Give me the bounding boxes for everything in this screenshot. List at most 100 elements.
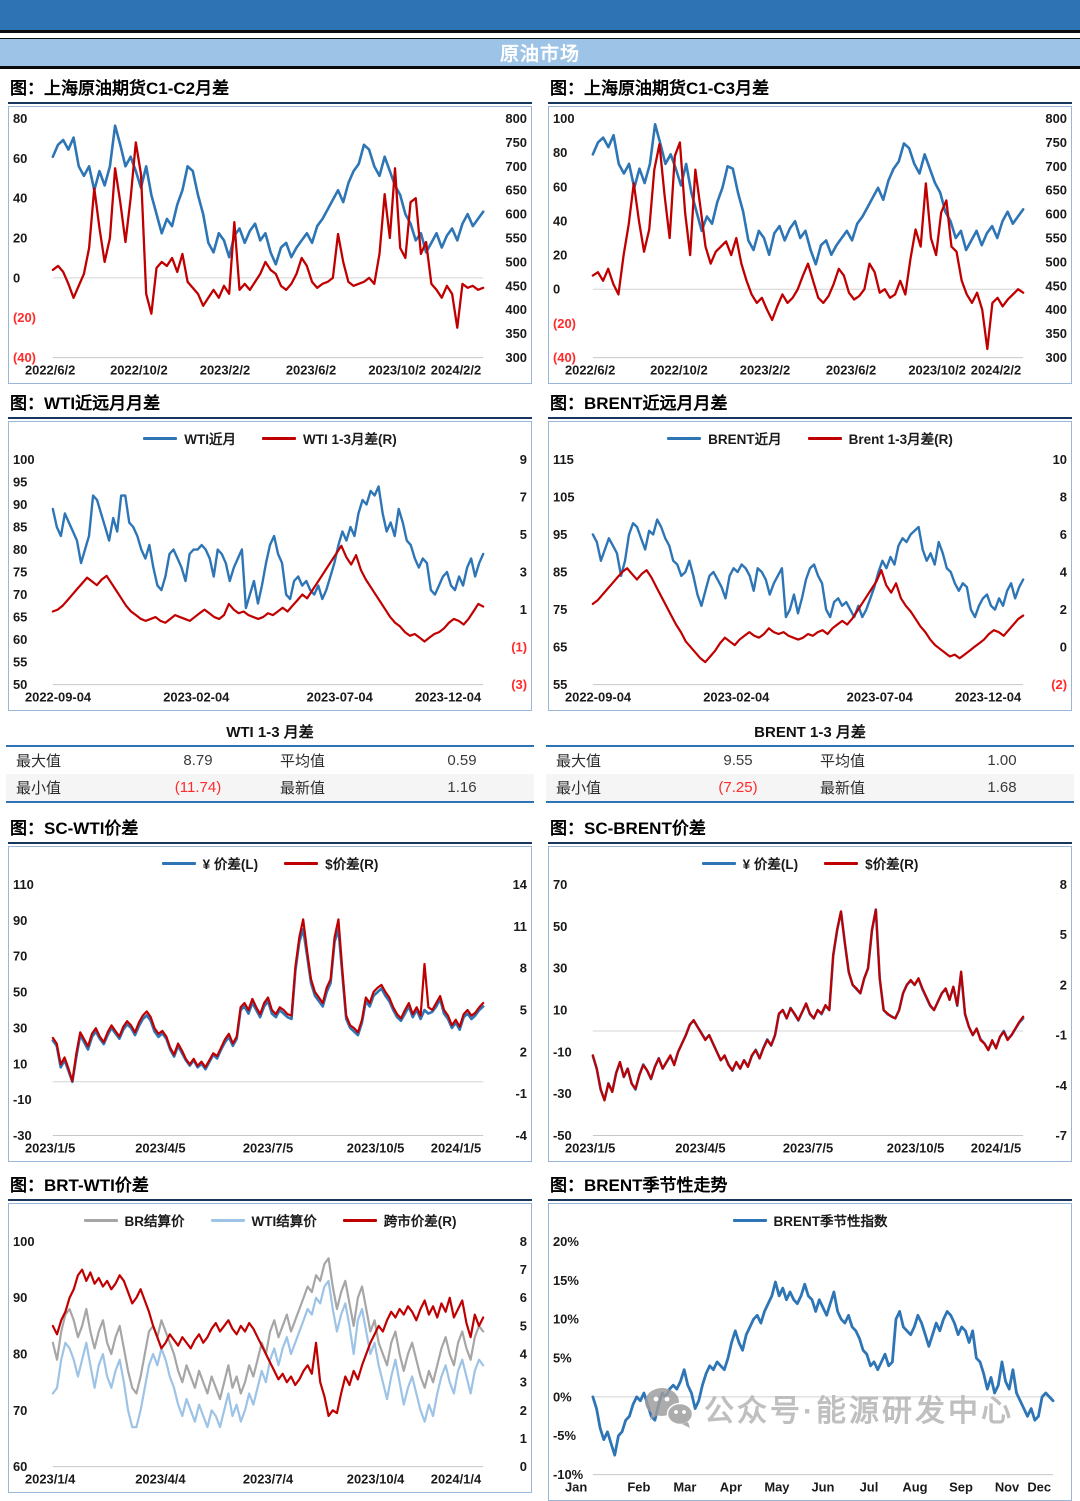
- table-row: 最小值 (7.25) 最新值 1.68: [546, 774, 1074, 801]
- axis-tick-label: -10: [13, 1092, 32, 1107]
- axis-tick-label: 1: [520, 1431, 527, 1446]
- series-line: [51, 141, 485, 329]
- x-axis-label: Jul: [860, 1480, 879, 1495]
- legend-line-swatch: [210, 1218, 245, 1222]
- chart-block-sc-wti: 图：SC-WTI价差 ¥ 价差(L) $价差(R) 110 90 70 50 30 10 -10…: [0, 809, 540, 1162]
- axis-tick-label: 115: [553, 452, 574, 467]
- axis-tick-label: 4: [1060, 565, 1068, 580]
- x-axis-label: 2022-09-04: [25, 690, 92, 705]
- axis-tick-label: 2: [1060, 602, 1067, 617]
- table-row: 最大值 9.55 平均值 1.00: [546, 747, 1074, 774]
- x-axis-label: 2023/4/5: [135, 1140, 185, 1155]
- axis-tick-label: 350: [505, 326, 527, 341]
- x-axis-label: 2022-09-04: [565, 690, 632, 705]
- chart-block-sc-brent: 图：SC-BRENT价差 ¥ 价差(L) $价差(R) 70 50 30 10 -10 -30…: [540, 809, 1080, 1162]
- axis-tick-label: 8: [520, 1234, 527, 1249]
- axis-tick-label: 800: [1045, 111, 1067, 126]
- axis-tick-label: 90: [13, 497, 27, 512]
- legend-label: 跨市价差(R): [383, 1214, 457, 1229]
- stat-value: 0.59: [447, 752, 477, 769]
- axis-tick-label: 60: [13, 151, 27, 166]
- axis-tick-label: 5: [520, 527, 527, 542]
- x-axis-label: May: [764, 1480, 790, 1495]
- x-axis-label: 2023-02-04: [163, 690, 230, 705]
- x-axis-label: 2023/7/5: [783, 1140, 833, 1155]
- axis-tick-label: 1: [520, 602, 527, 617]
- x-axis-label: 2023/7/4: [243, 1472, 294, 1487]
- x-axis-label: 2023-12-04: [955, 690, 1022, 705]
- axis-tick-label: 65: [13, 610, 27, 625]
- legend-label: Brent 1-3月差(R): [848, 432, 953, 447]
- axis-tick-label: (40): [553, 350, 576, 365]
- x-axis-label: 2023/2/2: [740, 363, 790, 378]
- axis-tick-label: 85: [553, 565, 567, 580]
- banner-gap: [0, 33, 1080, 38]
- x-axis-label: 2024/1/5: [431, 1140, 481, 1155]
- axis-tick-label: -7: [1055, 1128, 1067, 1143]
- stat-value: 1.00: [987, 752, 1017, 769]
- x-axis-label: 2023-07-04: [847, 690, 914, 705]
- legend-line-swatch: [161, 861, 196, 865]
- axis-tick-label: 110: [13, 877, 34, 892]
- chart-canvas: 1009590858075706560555097531(1)(3)2022-0…: [13, 452, 527, 705]
- legend-item: BRENT近月: [667, 428, 782, 448]
- axis-tick-label: 7: [520, 1262, 527, 1277]
- axis-tick-label: 60: [13, 632, 27, 647]
- axis-tick-label: (3): [511, 677, 527, 692]
- chart-area: BRENT季节性指数 20% 15% 10% 5% 0% -5% -10% Jan Feb Mar A…: [548, 1203, 1072, 1501]
- axis-tick-label: 10: [1053, 452, 1067, 467]
- axis-tick-label: 60: [553, 179, 567, 194]
- x-axis-label: 2022/10/2: [650, 363, 708, 378]
- series-line: [51, 1279, 485, 1429]
- axis-tick-label: -1: [515, 1086, 527, 1101]
- chart-canvas: 70 50 30 10 -10 -30 -50 8 5 2 -1 -4 -7 2023/1/5 2023/4…: [553, 877, 1068, 1155]
- chart-title: 图：上海原油期货C1-C3月差: [548, 71, 1072, 104]
- axis-tick-label: 5: [520, 1318, 527, 1333]
- stat-label: 最小值: [556, 780, 602, 797]
- series-line: [591, 122, 1025, 266]
- axis-tick-label: 14: [513, 877, 528, 892]
- axis-tick-label: 20: [553, 248, 567, 263]
- x-axis-label: Jun: [811, 1480, 834, 1495]
- legend-item: WTI 1-3月差(R): [262, 428, 397, 448]
- legend-label: WTI近月: [184, 432, 236, 447]
- axis-tick-label: 650: [1045, 183, 1067, 198]
- axis-tick-label: 90: [13, 1290, 27, 1305]
- axis-tick-label: 8: [1060, 489, 1067, 504]
- chart-row-4: 图：BRT-WTI价差 BR结算价 WTI结算价 跨市价差(R) 100 90 80 70 6…: [0, 1166, 1080, 1501]
- axis-tick-label: 750: [1045, 135, 1067, 150]
- chart-area: ¥ 价差(L) $价差(R) 110 90 70 50 30 10 -10 -30 14 11 8 5 2 -…: [8, 846, 532, 1162]
- stat-value: 9.55: [723, 752, 753, 769]
- axis-tick-label: 80: [13, 542, 27, 557]
- axis-tick-label: 3: [520, 1375, 527, 1390]
- axis-tick-label: 800: [505, 111, 527, 126]
- x-axis-label: 2023/10/4: [347, 1472, 405, 1487]
- stat-label: 最大值: [16, 753, 62, 770]
- chart-title: 图：BRENT近远月月差: [548, 386, 1072, 419]
- axis-tick-label: 750: [505, 135, 527, 150]
- stat-value-negative: (11.74): [174, 779, 222, 796]
- stat-value: 1.68: [987, 779, 1017, 796]
- axis-tick-label: 10: [553, 1003, 567, 1018]
- axis-tick-label: 8: [1060, 877, 1067, 892]
- chart-legend: BR结算价 WTI结算价 跨市价差(R): [11, 1207, 529, 1233]
- axis-tick-label: -50: [553, 1128, 572, 1143]
- axis-tick-label: -4: [1055, 1078, 1067, 1093]
- stat-value: 8.79: [183, 752, 213, 769]
- legend-item: BRENT季节性指数: [732, 1210, 888, 1230]
- axis-tick-label: 400: [1045, 302, 1067, 317]
- x-axis-label: 2023-07-04: [307, 690, 374, 705]
- stat-label: 平均值: [280, 753, 326, 770]
- axis-tick-label: (20): [553, 316, 576, 331]
- x-axis-label: 2023/4/4: [135, 1472, 186, 1487]
- x-axis-label: Sep: [949, 1480, 973, 1495]
- chart-area: WTI近月 WTI 1-3月差(R) 100 95 90 85 80 75 70 65 60 55 50…: [8, 421, 532, 711]
- stats-tables: WTI 1-3 月差 最大值 8.79 平均值 0.59 最小值 (11.74)…: [0, 719, 1080, 803]
- series-line: [51, 544, 485, 643]
- table-title: WTI 1-3 月差: [226, 724, 314, 741]
- x-axis-label: Dec: [1027, 1480, 1051, 1495]
- axis-tick-label: 5%: [553, 1351, 572, 1366]
- axis-tick-label: 550: [1045, 231, 1067, 246]
- x-axis-label: 2023/10/5: [347, 1140, 405, 1155]
- axis-tick-label: 6: [520, 1290, 527, 1305]
